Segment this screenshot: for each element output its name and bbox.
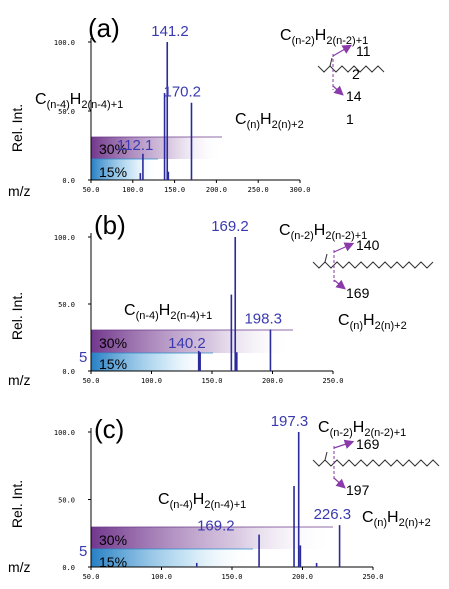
struct-label: 140 [356, 237, 380, 253]
peak-label: 169.2 [211, 218, 249, 235]
x-axis-label: m/z [8, 559, 31, 575]
formula-left: C(n-4)H2(n-4)+1 [124, 302, 212, 322]
peak-labels: 169.2 198.3 140.2 [168, 218, 282, 352]
formula-left: C(n-4)H2(n-4)+1 [35, 91, 123, 111]
x-tick-label: 100.0 [122, 186, 143, 194]
peaks [139, 42, 193, 180]
percent-label-30: 30% [99, 335, 127, 351]
band-15-percent [91, 353, 213, 371]
panel-label: (b) [94, 210, 126, 240]
band-30-percent [91, 527, 333, 549]
x-tick-label: 50.0 [83, 377, 100, 385]
peak-label: 198.3 [244, 310, 282, 327]
y-tick-label: 50.0 [58, 497, 75, 505]
formula-left: C(n-4)H2(n-4)+1 [158, 491, 246, 511]
y-tick-label: 50.0 [58, 301, 75, 309]
percent-label-15: 15% [99, 356, 127, 372]
x-tick-label: 200.0 [262, 377, 283, 385]
left-edge-label: 5 [79, 543, 87, 560]
struct-label: 2 [352, 66, 360, 82]
peak-labels: 141.2 170.2 112.1 [117, 23, 201, 154]
x-axis-label: m/z [8, 372, 31, 388]
left-edge-label: 5 [79, 349, 87, 366]
y-tick-label: 0.0 [62, 368, 75, 376]
peak-labels: 197.3 226.3 169.2 [197, 413, 351, 535]
axes: 50.0 100.0 150.0 200.0 250.0 300.0 0.0 50.0 100.… [54, 38, 311, 194]
x-tick-label: 150.0 [201, 377, 222, 385]
formula-top: C(n-2)H2(n-2)+1 [280, 27, 368, 47]
struct-label: 197 [346, 482, 370, 498]
axes: 50.0 100.0 150.0 200.0 250.0 0.0 50.0 100.0 [54, 428, 384, 581]
x-tick-label: 100.0 [141, 377, 162, 385]
peak-label: 112.1 [117, 137, 153, 154]
formula-right: C(n)H2(n)+2 [338, 312, 407, 332]
x-tick-label: 250.0 [322, 377, 343, 385]
formula-right: C(n)H2(n)+2 [235, 111, 304, 131]
formula-top: C(n-2)H2(n-2)+1 [318, 419, 406, 439]
molecule-structure: 169 197 [312, 436, 440, 498]
x-tick-label: 50.0 [83, 573, 100, 581]
spectrum-panel-b: (b) Rel. Int. m/z 30% 15% 5 50.0 100.0 150… [8, 210, 434, 388]
y-tick-label: 50.0 [58, 108, 75, 116]
x-axis-label: m/z [8, 183, 31, 199]
x-tick-label: 100.0 [151, 573, 172, 581]
percent-label-15: 15% [99, 554, 127, 570]
peak-label: 197.3 [271, 413, 309, 430]
y-tick-label: 0.0 [62, 564, 75, 572]
x-tick-label: 250.0 [248, 186, 269, 194]
percent-label-15: 15% [99, 164, 127, 180]
peaks [195, 432, 341, 567]
band-15-percent [91, 159, 158, 180]
x-tick-label: 150.0 [164, 186, 185, 194]
axes: 50.0 100.0 150.0 200.0 250.0 0.0 50.0 100.0 [54, 233, 344, 385]
panel-label: (c) [94, 414, 124, 444]
molecule-structure: 11 2 14 1 [317, 43, 385, 127]
x-tick-label: 50.0 [83, 186, 100, 194]
peak-label: 169.2 [197, 518, 235, 535]
band-30-percent [91, 137, 222, 159]
x-tick-label: 300.0 [289, 186, 310, 194]
peaks [197, 237, 272, 371]
percent-label-30: 30% [99, 141, 127, 157]
band-30-percent [91, 330, 293, 353]
y-tick-label: 0.0 [62, 177, 75, 185]
struct-label: 11 [356, 43, 371, 59]
formula-top: C(n-2)H2(n-2)+1 [279, 222, 367, 242]
x-tick-label: 250.0 [362, 573, 383, 581]
y-axis-label: Rel. Int. [9, 480, 25, 528]
struct-label: 169 [356, 436, 380, 452]
y-axis-label: Rel. Int. [9, 104, 25, 152]
molecule-structure: 140 169 [312, 237, 434, 301]
x-tick-label: 150.0 [221, 573, 242, 581]
formula-right: C(n)H2(n)+2 [362, 509, 431, 529]
y-axis-label: Rel. Int. [9, 292, 25, 340]
peak-label: 226.3 [314, 506, 352, 523]
y-tick-label: 100.0 [54, 39, 75, 47]
spectrum-panel-a: (a) Rel. Int. m/z 30% 15% 50.0 100.0 150.0… [8, 13, 385, 199]
struct-label: 169 [346, 285, 370, 301]
peak-label: 141.2 [151, 23, 189, 40]
percent-label-30: 30% [99, 532, 127, 548]
spectrum-panel-c: (c) Rel. Int. m/z 30% 15% 5 50.0 100.0 150… [8, 413, 440, 581]
x-tick-label: 200.0 [206, 186, 227, 194]
y-tick-label: 100.0 [54, 234, 75, 242]
panel-label: (a) [88, 13, 120, 43]
struct-label: 14 [346, 88, 362, 104]
peak-label: 140.2 [168, 335, 206, 352]
y-tick-label: 100.0 [54, 429, 75, 437]
struct-label: 1 [346, 111, 354, 127]
x-tick-label: 200.0 [292, 573, 313, 581]
peak-label: 170.2 [163, 84, 201, 101]
band-15-percent [91, 549, 253, 567]
